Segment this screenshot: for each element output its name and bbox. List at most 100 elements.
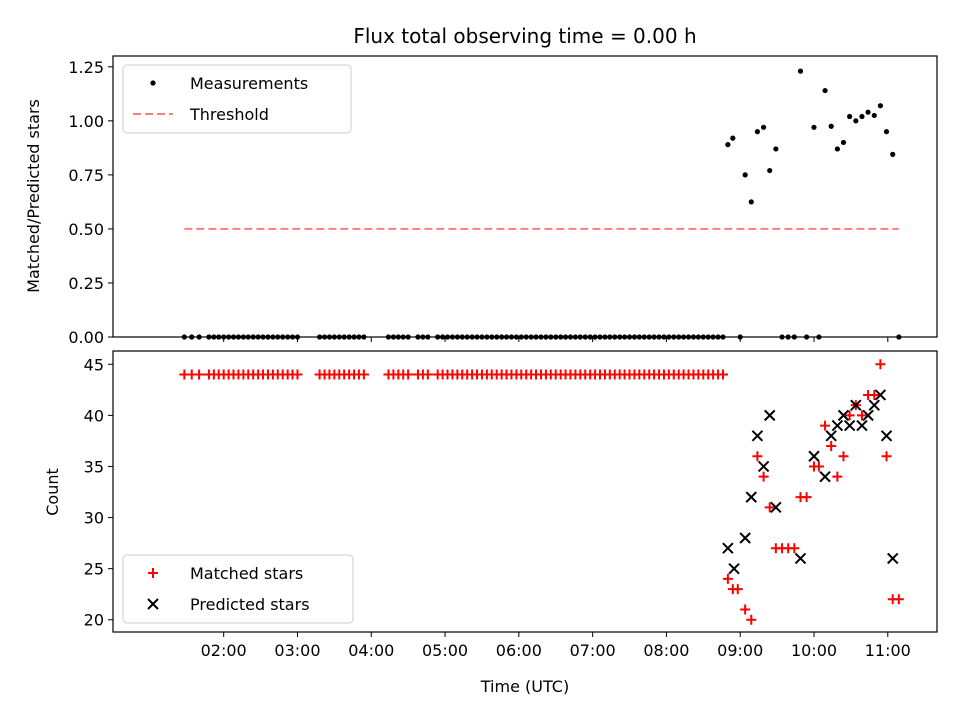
predicted-star-point [745,491,757,503]
top-y-tick-label: 0.25 [68,274,104,293]
top-axes-frame [112,55,938,338]
measurement-point [754,129,760,135]
predicted-star-point [770,501,782,514]
top-y-tick-label: 1.25 [68,58,104,77]
measurement-point [730,135,736,141]
predicted-star-point [850,399,862,411]
predicted-star-point [757,460,770,473]
predicted-star-point [887,552,899,565]
matched-star-point [838,451,849,462]
top-axes: 0.00 0.25 0.50 0.75 1.00 1.25 Measurements Thre… [68,55,938,347]
predicted-star-point [868,399,880,411]
bottom-y-tick-label: 35 [84,457,104,476]
measurement-point [865,109,871,115]
predicted-stars-series [722,389,899,575]
measurement-point [859,113,865,120]
matched-star-point [403,369,414,380]
bottom-y-tick-label: 30 [84,509,104,528]
predicted-star-point [739,532,751,544]
x-tick-label: 09:00 [717,641,763,660]
matched-star-point [718,369,729,380]
bottom-y-tick-label: 40 [84,406,104,425]
matched-star-point [813,461,824,472]
x-tick-label: 03:00 [274,641,320,660]
bottom-axes-frame [112,350,938,633]
measurement-point [853,118,859,124]
legend-label: Measurements [190,74,308,93]
matched-star-point [789,543,800,554]
measurement-point [811,124,817,130]
measurement-point [847,113,853,120]
legend-plus-marker [148,568,158,578]
matched-star-point [826,441,837,452]
x-tick-label: 10:00 [791,641,837,660]
matched-star-point [746,614,757,625]
measurement-point [828,123,834,129]
x-tick-label: 04:00 [348,641,394,660]
measurement-point [883,129,890,135]
predicted-star-point [825,430,837,442]
bottom-y-tick-label: 20 [84,611,104,630]
x-tick-label: 02:00 [201,641,247,660]
measurement-point [871,112,877,119]
top-y-tick-label: 0.00 [68,328,104,347]
measurement-point [822,87,828,94]
measurement-point [877,103,884,109]
matched-star-point [820,420,831,431]
top-y-tick-label: 0.75 [68,166,104,185]
measurement-point [773,146,779,152]
matched-star-point [292,369,303,380]
predicted-star-point [808,450,820,462]
matched-star-point [881,451,892,462]
predicted-star-point [728,562,740,575]
x-axis-label: Time (UTC) [480,677,569,696]
predicted-star-point [843,419,856,432]
matched-star-point [856,410,867,421]
bottom-axes: 20 25 30 35 40 45 02:00 03:00 04:00 05:00 06:00 07:… [84,350,938,660]
x-tick-label: 11:00 [865,641,911,660]
top-y-tick-label: 0.50 [68,220,104,239]
legend-label: Predicted stars [190,595,310,614]
matched-star-point [801,492,812,503]
matched-star-point [752,451,763,462]
legend-box [122,554,354,624]
matched-stars-series [179,359,904,625]
legend-box [122,64,352,134]
x-tick-label: 07:00 [570,641,616,660]
measurement-point [760,124,767,130]
top-legend: Measurements Threshold [122,64,352,134]
predicted-star-point [831,419,844,432]
predicted-star-point [722,542,734,554]
x-tick-label: 06:00 [496,641,542,660]
matched-star-point [844,410,855,421]
matched-star-point [832,471,843,482]
chart-title: Flux total observing time = 0.00 h [353,24,696,48]
predicted-star-point [764,409,776,422]
matched-star-point [740,604,751,615]
matched-star-point [869,389,880,400]
measurement-point [742,172,748,178]
top-y-axis-label: Matched/Predicted stars [24,99,43,293]
matched-star-point [422,369,433,380]
predicted-star-point [794,552,807,565]
x-tick-label: 05:00 [422,641,468,660]
measurement-point [797,68,804,74]
measurement-point [834,146,840,152]
top-y-tick-label: 1.00 [68,112,104,131]
measurement-point [748,199,754,205]
predicted-star-point [874,389,887,401]
predicted-star-point [819,470,831,483]
matched-star-point [722,573,733,584]
bottom-y-tick-label: 45 [84,355,104,374]
matched-star-point [764,502,775,513]
matched-star-point [875,359,886,370]
matched-star-point [732,584,743,595]
measurement-point [725,142,731,148]
measurement-point [890,151,896,157]
legend-label: Matched stars [190,564,303,583]
predicted-star-point [880,430,893,442]
predicted-star-point [751,430,764,442]
matched-star-point [358,369,369,380]
legend-dot-marker [150,80,156,86]
matched-star-point [758,471,769,482]
